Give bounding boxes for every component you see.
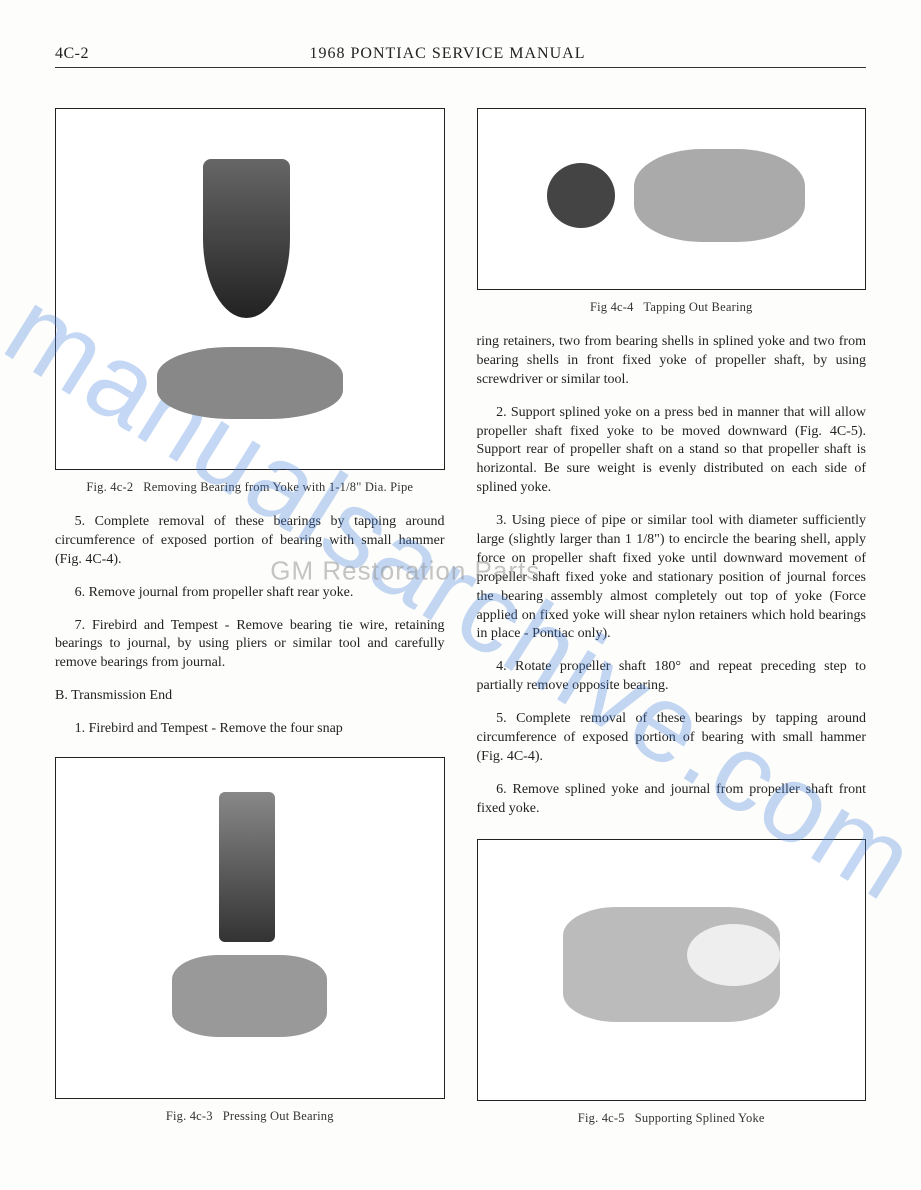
figure-4c-4-art	[516, 127, 826, 271]
caption-label: Fig 4c-4	[590, 300, 634, 314]
left-para-7: 7. Firebird and Tempest - Remove bearing…	[55, 617, 445, 674]
right-para-2: 2. Support splined yoke on a press bed i…	[477, 404, 867, 498]
caption-title: Supporting Splined Yoke	[635, 1111, 765, 1125]
figure-4c-2-art	[95, 145, 405, 433]
figure-4c-4-caption: Fig 4c-4 Tapping Out Bearing	[477, 300, 867, 315]
left-heading-b: B. Transmission End	[55, 687, 445, 706]
caption-label: Fig. 4c-3	[166, 1109, 213, 1123]
caption-title: Tapping Out Bearing	[643, 300, 752, 314]
page-title: 1968 PONTIAC SERVICE MANUAL	[29, 45, 866, 63]
figure-4c-3	[55, 757, 445, 1099]
left-para-5: 5. Complete removal of these bearings by…	[55, 513, 445, 570]
figure-4c-5-art	[516, 866, 826, 1074]
right-para-cont: ring retainers, two from bearing shells …	[477, 333, 867, 390]
left-para-6: 6. Remove journal from propeller shaft r…	[55, 584, 445, 603]
caption-label: Fig. 4c-2	[86, 480, 133, 494]
figure-4c-5	[477, 839, 867, 1101]
figure-4c-2	[55, 108, 445, 470]
figure-4c-2-caption: Fig. 4c-2 Removing Bearing from Yoke wit…	[55, 480, 445, 495]
manual-page: manualsarchive.com GM Restoration Parts …	[0, 0, 921, 1190]
right-para-4: 4. Rotate propeller shaft 180° and repea…	[477, 658, 867, 696]
figure-4c-3-art	[95, 792, 405, 1064]
caption-title: Pressing Out Bearing	[223, 1109, 334, 1123]
two-column-layout: Fig. 4c-2 Removing Bearing from Yoke wit…	[55, 108, 866, 1144]
left-para-b1: 1. Firebird and Tempest - Remove the fou…	[55, 720, 445, 739]
figure-4c-5-caption: Fig. 4c-5 Supporting Splined Yoke	[477, 1111, 867, 1126]
page-header: 4C-2 1968 PONTIAC SERVICE MANUAL	[55, 45, 866, 68]
right-para-6: 6. Remove splined yoke and journal from …	[477, 781, 867, 819]
figure-4c-4	[477, 108, 867, 290]
caption-title: Removing Bearing from Yoke with 1-1/8" D…	[143, 480, 413, 494]
figure-4c-3-caption: Fig. 4c-3 Pressing Out Bearing	[55, 1109, 445, 1124]
left-column: Fig. 4c-2 Removing Bearing from Yoke wit…	[55, 108, 445, 1144]
right-para-5: 5. Complete removal of these bearings by…	[477, 710, 867, 767]
right-column: Fig 4c-4 Tapping Out Bearing ring retain…	[477, 108, 867, 1144]
right-para-3: 3. Using piece of pipe or similar tool w…	[477, 512, 867, 644]
caption-label: Fig. 4c-5	[578, 1111, 625, 1125]
